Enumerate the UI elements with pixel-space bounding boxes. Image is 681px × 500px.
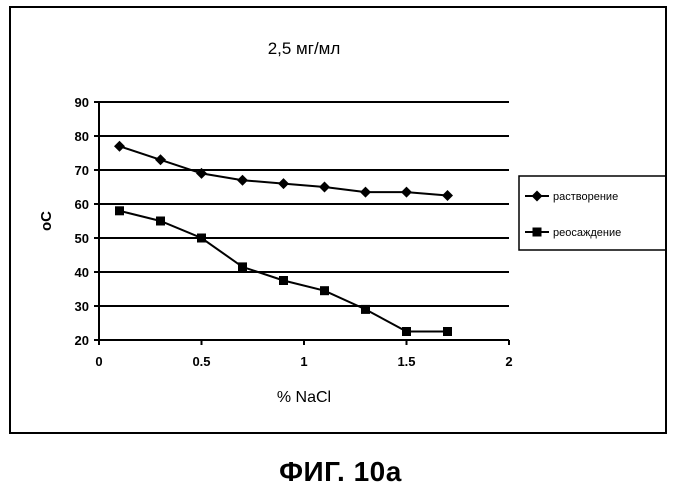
- chart-title: 2,5 мг/мл: [268, 39, 341, 58]
- x-tick-label: 0.5: [192, 354, 210, 369]
- y-tick-label: 80: [75, 129, 89, 144]
- figure-caption: ФИГ. 10а: [0, 456, 681, 488]
- legend: растворение реосаждение: [519, 176, 665, 250]
- data-point: [115, 206, 124, 215]
- legend-marker: [533, 228, 542, 237]
- data-point: [156, 217, 165, 226]
- y-tick-label: 40: [75, 265, 89, 280]
- legend-label: реосаждение: [553, 227, 621, 239]
- y-axis-title: oC: [38, 211, 55, 231]
- chart-frame: 20 30 40 50 60 70 80 90 0 0.5 1 1.5 2 2,5 мг/мл % Na…: [9, 6, 667, 434]
- y-tick-label: 90: [75, 95, 89, 110]
- y-tick-label: 20: [75, 333, 89, 348]
- x-tick-label: 1: [300, 354, 307, 369]
- x-tick-label: 2: [505, 354, 512, 369]
- data-point: [320, 286, 329, 295]
- x-tick-label: 1.5: [397, 354, 415, 369]
- data-point: [279, 276, 288, 285]
- y-tick-label: 70: [75, 163, 89, 178]
- data-point: [361, 305, 370, 314]
- data-point: [402, 327, 411, 336]
- data-point: [197, 234, 206, 243]
- y-tick-label: 60: [75, 197, 89, 212]
- data-point: [238, 262, 247, 271]
- line-chart: 20 30 40 50 60 70 80 90 0 0.5 1 1.5 2 2,5 мг/мл % Na…: [11, 8, 665, 432]
- x-axis-title: % NaCl: [277, 389, 331, 406]
- y-tick-label: 30: [75, 299, 89, 314]
- y-tick-label: 50: [75, 231, 89, 246]
- data-point: [443, 327, 452, 336]
- legend-label: растворение: [553, 191, 618, 203]
- x-tick-label: 0: [95, 354, 102, 369]
